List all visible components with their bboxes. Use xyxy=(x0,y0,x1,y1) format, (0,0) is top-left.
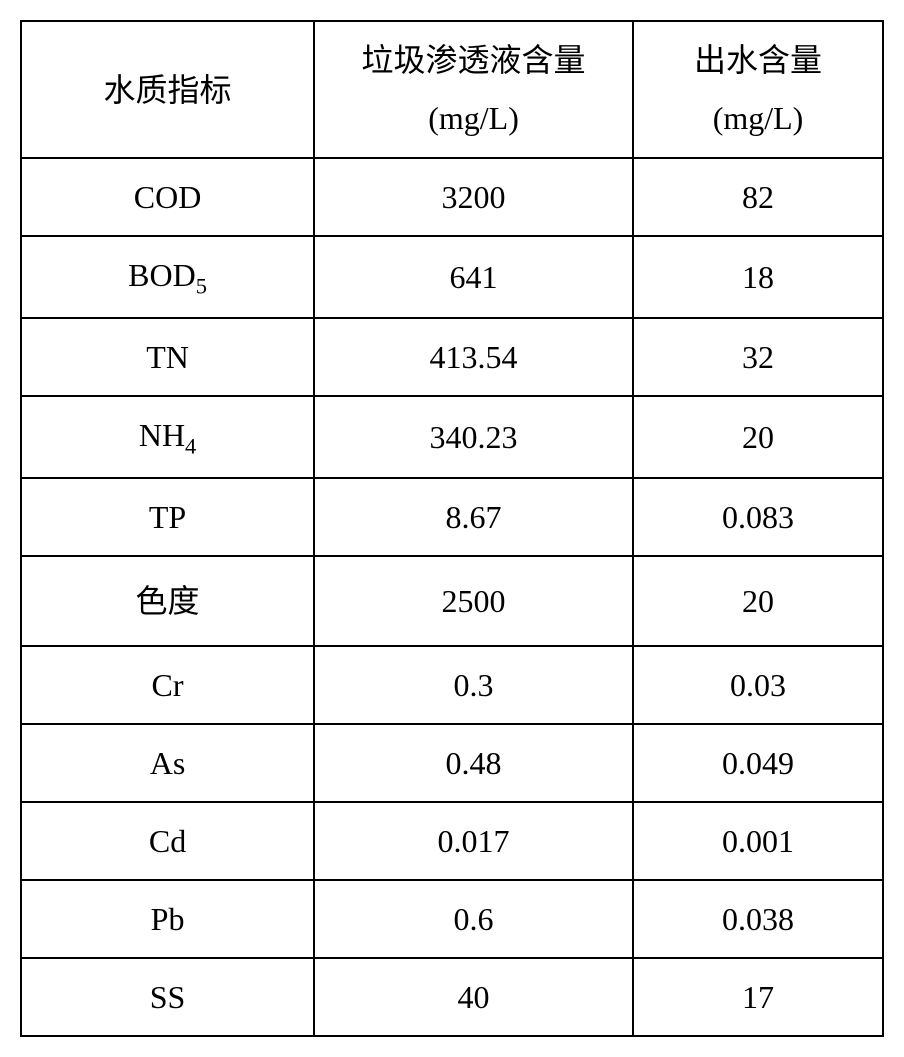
indicator-cell: Cd xyxy=(21,802,314,880)
effluent-cell: 17 xyxy=(633,958,883,1036)
table-row: 色度250020 xyxy=(21,556,883,646)
effluent-cell: 32 xyxy=(633,318,883,396)
leachate-cell: 8.67 xyxy=(314,478,633,556)
effluent-cell: 0.083 xyxy=(633,478,883,556)
header-leachate: 垃圾渗透液含量 (mg/L) xyxy=(314,21,633,158)
table-row: COD320082 xyxy=(21,158,883,236)
leachate-cell: 3200 xyxy=(314,158,633,236)
effluent-cell: 82 xyxy=(633,158,883,236)
indicator-cell: As xyxy=(21,724,314,802)
header-effluent-label-1: 出水含量 xyxy=(694,42,822,78)
leachate-cell: 2500 xyxy=(314,556,633,646)
table-row: SS4017 xyxy=(21,958,883,1036)
effluent-cell: 0.001 xyxy=(633,802,883,880)
indicator-cell: BOD5 xyxy=(21,236,314,318)
indicator-cell: SS xyxy=(21,958,314,1036)
water-quality-table: 水质指标 垃圾渗透液含量 (mg/L) 出水含量 (mg/L) COD32008… xyxy=(20,20,884,1037)
indicator-cell: Cr xyxy=(21,646,314,724)
leachate-cell: 40 xyxy=(314,958,633,1036)
indicator-cell: NH4 xyxy=(21,396,314,478)
table-row: BOD564118 xyxy=(21,236,883,318)
effluent-cell: 0.03 xyxy=(633,646,883,724)
table-row: TN413.5432 xyxy=(21,318,883,396)
leachate-cell: 0.017 xyxy=(314,802,633,880)
indicator-cell: 色度 xyxy=(21,556,314,646)
leachate-cell: 0.6 xyxy=(314,880,633,958)
data-table-container: 水质指标 垃圾渗透液含量 (mg/L) 出水含量 (mg/L) COD32008… xyxy=(20,20,884,1037)
header-leachate-label-2: (mg/L) xyxy=(428,100,519,136)
leachate-cell: 0.3 xyxy=(314,646,633,724)
leachate-cell: 413.54 xyxy=(314,318,633,396)
table-row: TP8.670.083 xyxy=(21,478,883,556)
indicator-cell: Pb xyxy=(21,880,314,958)
header-indicator: 水质指标 xyxy=(21,21,314,158)
effluent-cell: 18 xyxy=(633,236,883,318)
table-row: Pb0.60.038 xyxy=(21,880,883,958)
leachate-cell: 340.23 xyxy=(314,396,633,478)
effluent-cell: 20 xyxy=(633,396,883,478)
effluent-cell: 0.038 xyxy=(633,880,883,958)
effluent-cell: 20 xyxy=(633,556,883,646)
table-row: As0.480.049 xyxy=(21,724,883,802)
header-effluent: 出水含量 (mg/L) xyxy=(633,21,883,158)
table-row: Cr0.30.03 xyxy=(21,646,883,724)
indicator-cell: TP xyxy=(21,478,314,556)
table-header-row: 水质指标 垃圾渗透液含量 (mg/L) 出水含量 (mg/L) xyxy=(21,21,883,158)
table-body: COD320082BOD564118TN413.5432NH4340.2320T… xyxy=(21,158,883,1036)
header-indicator-label: 水质指标 xyxy=(104,72,232,108)
leachate-cell: 641 xyxy=(314,236,633,318)
table-row: NH4340.2320 xyxy=(21,396,883,478)
header-effluent-label-2: (mg/L) xyxy=(713,100,804,136)
effluent-cell: 0.049 xyxy=(633,724,883,802)
table-row: Cd0.0170.001 xyxy=(21,802,883,880)
indicator-cell: TN xyxy=(21,318,314,396)
leachate-cell: 0.48 xyxy=(314,724,633,802)
header-leachate-label-1: 垃圾渗透液含量 xyxy=(362,42,586,78)
indicator-cell: COD xyxy=(21,158,314,236)
